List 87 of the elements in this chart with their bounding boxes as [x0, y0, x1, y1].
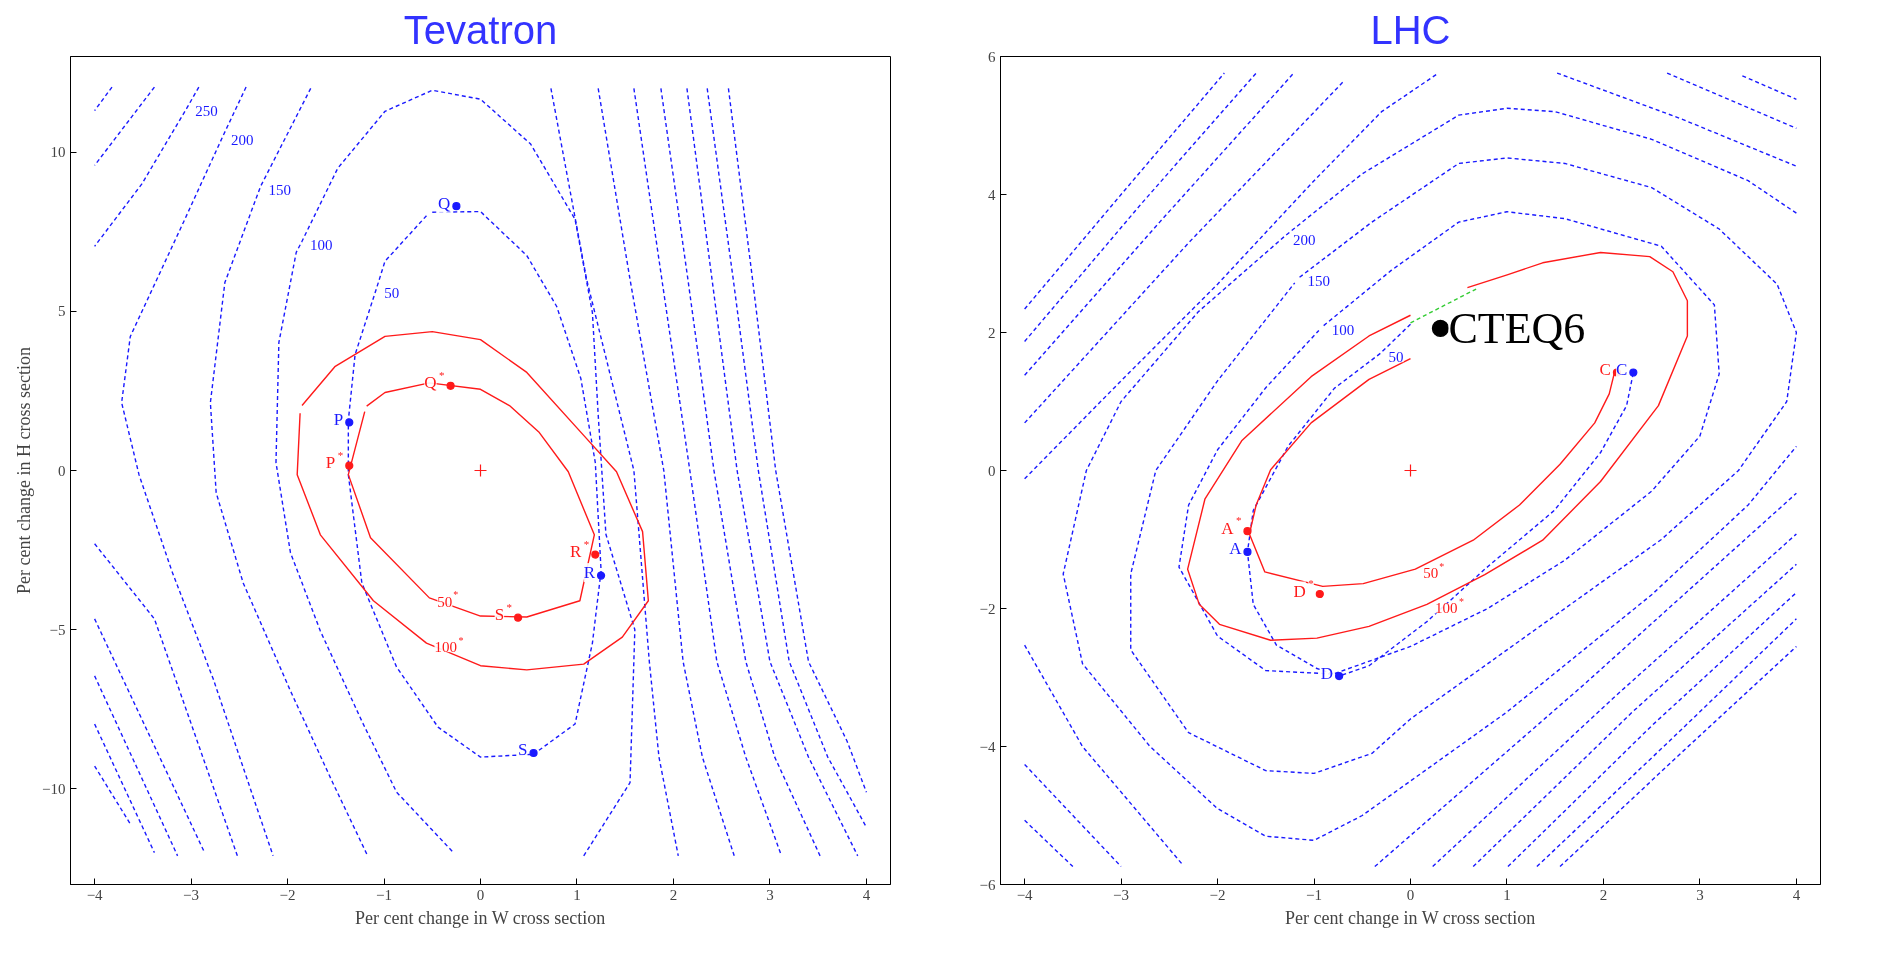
data-label: D — [1320, 663, 1334, 683]
chart-title: LHC — [1370, 7, 1451, 52]
annotation: 200 — [1293, 231, 1316, 248]
data-label: P* — [325, 448, 344, 473]
line-series — [727, 87, 868, 793]
x-tick-label: 2 — [1599, 886, 1608, 903]
x-tick-label: −2 — [1209, 886, 1226, 903]
x-tick-label: −4 — [86, 886, 104, 903]
point — [1315, 589, 1324, 599]
x-tick-label: −1 — [376, 886, 393, 903]
x-tick-label: 3 — [766, 886, 774, 903]
point — [514, 613, 523, 622]
point — [1243, 547, 1252, 557]
y-tick-label: −10 — [42, 780, 66, 797]
y-tick-label: −6 — [979, 876, 996, 893]
data-label: S* — [494, 600, 513, 625]
point — [1403, 463, 1418, 478]
x-tick-label: 4 — [862, 886, 871, 903]
y-tick-label: 4 — [988, 186, 996, 203]
point — [345, 461, 354, 470]
x-axis-title: Per cent change in W cross section — [1285, 907, 1536, 928]
line-series — [660, 87, 821, 857]
data-label: D* — [1293, 577, 1314, 601]
data-label: S — [518, 740, 528, 760]
y-tick-label: 5 — [58, 303, 66, 320]
y-tick-label: 0 — [58, 462, 66, 479]
data-label: A — [1229, 539, 1243, 559]
annotation: 50 — [1388, 349, 1404, 366]
x-tick-label: 0 — [1406, 886, 1415, 903]
annotation: 200 — [230, 132, 254, 149]
point — [596, 571, 606, 580]
data-label: R* — [569, 537, 590, 562]
x-tick-label: 1 — [573, 886, 581, 903]
annotation: 50 — [384, 284, 400, 301]
x-tick-label: 2 — [669, 886, 678, 903]
x-tick-label: −4 — [1016, 886, 1034, 903]
point — [1335, 672, 1344, 681]
x-axis-title: Per cent change in W cross section — [355, 907, 606, 928]
line-series — [1062, 107, 1798, 842]
annotation: 150 — [268, 182, 292, 199]
y-tick-label: 6 — [988, 48, 996, 65]
y-axis-title: Per cent change in H cross section — [14, 347, 35, 594]
annotation: 100* — [434, 634, 464, 656]
annotation: 100 — [1331, 321, 1355, 338]
y-tick-label: 2 — [988, 324, 996, 341]
line-series — [1130, 157, 1798, 775]
annotation: 100 — [310, 237, 333, 254]
point — [1243, 527, 1252, 536]
point — [529, 748, 538, 758]
x-tick-label: −2 — [279, 886, 296, 903]
x-tick-label: −1 — [1306, 886, 1323, 903]
point — [446, 381, 455, 390]
point — [473, 463, 488, 478]
line-series — [597, 87, 735, 857]
line-series — [296, 330, 650, 671]
annotation: 50* — [1423, 560, 1445, 582]
y-tick-label: −5 — [49, 621, 66, 638]
annotation: 150 — [1307, 273, 1331, 290]
x-tick-label: 4 — [1792, 886, 1801, 903]
data-label: CTEQ6 — [1448, 303, 1586, 353]
annotation: 100* — [1434, 595, 1464, 617]
y-tick-label: 0 — [988, 462, 996, 479]
x-tick-label: −3 — [183, 886, 200, 903]
point — [345, 418, 354, 427]
point — [1629, 368, 1638, 377]
point — [452, 202, 461, 211]
y-tick-label: −4 — [979, 738, 996, 755]
data-label: P — [333, 409, 344, 429]
x-tick-label: −3 — [1113, 886, 1130, 903]
data-label: Q — [438, 193, 451, 213]
line-series — [686, 87, 859, 857]
line-series — [706, 87, 868, 828]
data-label: A* — [1221, 514, 1242, 538]
data-label: C — [1599, 360, 1611, 380]
line-series — [1186, 251, 1689, 641]
x-tick-label: 0 — [476, 886, 485, 903]
x-tick-label: 1 — [1503, 886, 1511, 903]
y-tick-label: 10 — [50, 144, 66, 161]
data-label: C — [1616, 360, 1628, 380]
chart-title: Tevatron — [403, 7, 558, 52]
annotation: 50* — [437, 589, 459, 610]
data-label: R — [583, 563, 596, 583]
y-tick-label: −2 — [979, 600, 996, 617]
x-tick-label: 3 — [1696, 886, 1704, 903]
point — [1431, 319, 1450, 337]
point — [591, 550, 600, 559]
annotation: 250 — [195, 103, 218, 120]
